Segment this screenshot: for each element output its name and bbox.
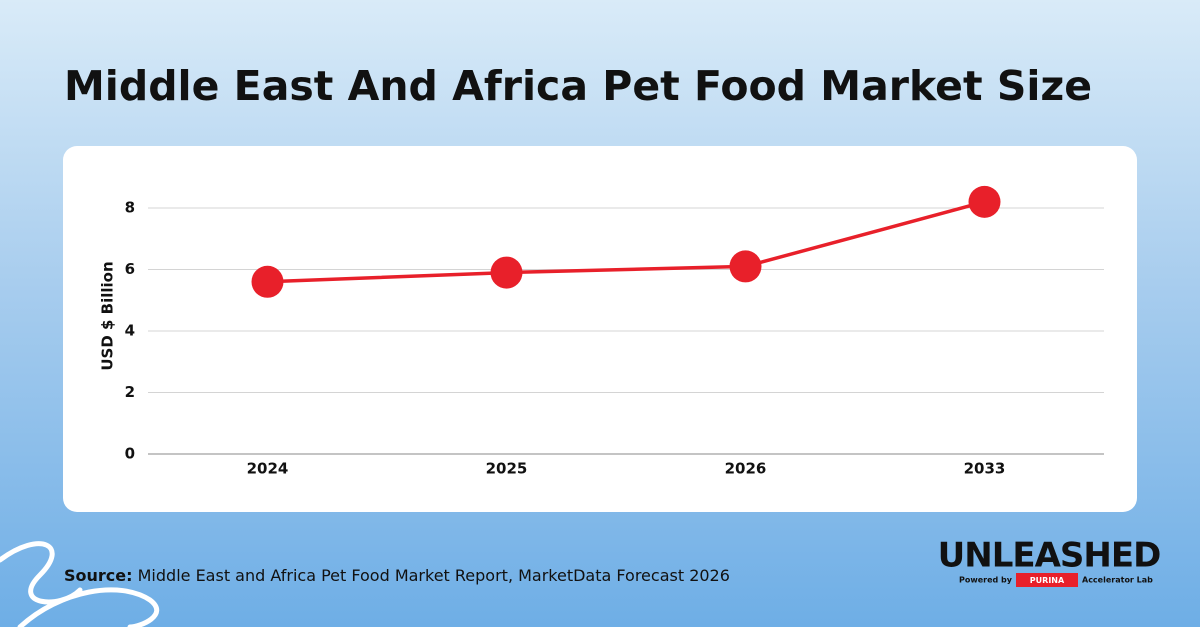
chart-card — [63, 146, 1137, 512]
logo-badge — [1016, 573, 1078, 587]
decoration — [0, 541, 160, 630]
y-tick-label: 2 — [125, 383, 135, 401]
point — [968, 185, 1001, 218]
x-tick-label: 2024 — [247, 460, 289, 478]
x-tick-label: 2026 — [725, 460, 767, 478]
logo-powered: Powered by — [959, 576, 1013, 585]
y-tick-label: 8 — [125, 199, 135, 217]
y-tick-label: 0 — [125, 445, 135, 463]
y-axis-label: USD $ Billion — [99, 261, 117, 370]
source-label: Source: — [64, 566, 133, 585]
source-text: Middle East and Africa Pet Food Market R… — [138, 566, 730, 585]
point — [490, 256, 523, 289]
point — [251, 265, 284, 298]
line — [267, 200, 985, 284]
point — [729, 250, 762, 283]
logo-name: UNLEASHED — [938, 536, 1161, 576]
x-tick-label: 2033 — [964, 460, 1006, 478]
logo-lab: Accelerator Lab — [1082, 576, 1153, 585]
x-tick-label: 2025 — [486, 460, 528, 478]
y-tick-label: 4 — [125, 322, 135, 340]
logo-brand: PURINA — [1030, 576, 1065, 585]
plot: 0 2 4 6 8 2024 2025 2026 2033 — [125, 185, 1104, 478]
y-tick-label: 6 — [125, 260, 135, 278]
chart-title: Middle East And Africa Pet Food Market S… — [64, 62, 1092, 110]
source: Source: Middle East and Africa Pet Food … — [64, 566, 730, 585]
logo: UNLEASHED Powered by PURINA Accelerator … — [938, 536, 1161, 587]
